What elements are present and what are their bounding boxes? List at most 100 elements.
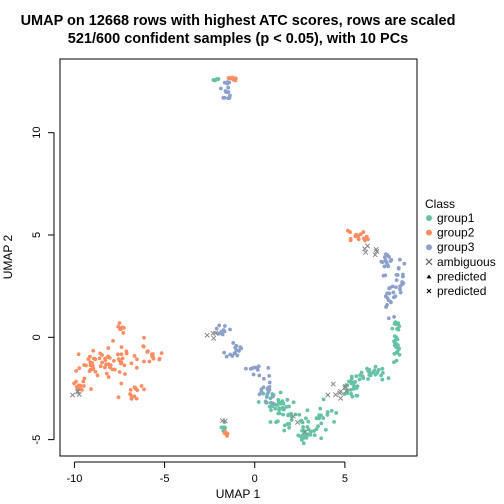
data-point-group2 <box>128 392 133 396</box>
data-point-group2 <box>141 344 146 349</box>
data-point-ambiguous <box>333 392 339 398</box>
data-point-group1 <box>304 435 309 440</box>
legend-entry-group2: group2 <box>426 226 475 240</box>
data-point-group1 <box>392 360 396 365</box>
data-point-group3 <box>394 285 398 290</box>
data-point-group1 <box>281 407 286 412</box>
data-point-group1 <box>332 419 336 424</box>
legend-entry-predicted: predicted <box>426 269 486 283</box>
data-point-group1 <box>394 342 399 346</box>
data-point-group1 <box>278 390 283 395</box>
data-point-group1 <box>280 399 285 404</box>
data-point-group2 <box>120 356 125 361</box>
data-point-group3 <box>394 278 399 283</box>
y-tick-label: 5 <box>31 232 43 238</box>
data-point-group2 <box>150 352 155 356</box>
data-point-group3 <box>383 294 388 299</box>
data-point-group1 <box>273 406 278 411</box>
data-point-group1 <box>319 421 324 426</box>
data-point-group1 <box>282 423 287 428</box>
data-point-group1 <box>386 376 391 380</box>
data-point-group1 <box>355 384 360 389</box>
data-point-group2 <box>228 76 233 81</box>
data-point-group3 <box>391 290 396 295</box>
data-point-group1 <box>287 421 292 426</box>
series-group2 <box>72 75 370 438</box>
data-point-group2 <box>134 396 139 401</box>
y-tick-label: 0 <box>31 334 43 340</box>
data-point-group3 <box>385 303 389 307</box>
x-tick-label: 5 <box>342 473 348 485</box>
y-tick-label: -5 <box>31 435 43 445</box>
legend-symbol-triangle <box>426 274 432 279</box>
data-point-group2 <box>358 232 363 237</box>
data-point-group2 <box>121 331 126 335</box>
data-point-group3 <box>228 327 232 332</box>
data-point-group2 <box>102 365 107 370</box>
data-point-group3 <box>231 341 236 345</box>
data-point-group1 <box>287 404 291 409</box>
data-point-group1 <box>323 427 328 432</box>
data-point-group2 <box>93 369 98 374</box>
data-point-group2 <box>74 384 79 389</box>
data-point-group2 <box>111 338 115 343</box>
data-point-group1 <box>392 334 397 339</box>
data-point-group1 <box>287 425 292 430</box>
data-point-ambiguous <box>290 413 296 419</box>
data-point-group3 <box>400 280 405 284</box>
data-point-group1 <box>321 416 326 421</box>
data-point-ambiguous <box>338 395 344 401</box>
data-point-group1 <box>318 406 323 411</box>
data-point-group3 <box>214 326 219 331</box>
data-point-group3 <box>257 373 262 378</box>
data-point-group1 <box>393 322 398 327</box>
data-point-group2 <box>91 348 96 353</box>
data-point-group2 <box>116 395 121 400</box>
data-point-ambiguous <box>364 243 371 249</box>
chart-title-line-1: UMAP on 12668 rows with highest ATC scor… <box>21 13 456 29</box>
data-point-group3 <box>398 287 402 292</box>
data-point-group2 <box>106 375 111 379</box>
data-point-group1 <box>285 397 290 402</box>
y-tick-label: 10 <box>31 127 43 139</box>
x-tick-label: -10 <box>66 473 82 485</box>
data-point-group1 <box>366 377 370 381</box>
data-point-group2 <box>159 351 164 356</box>
data-point-group2 <box>119 381 124 386</box>
data-point-group3 <box>402 261 407 266</box>
data-point-group2 <box>116 357 121 361</box>
data-point-ambiguous <box>219 418 225 424</box>
data-point-group1 <box>303 416 308 421</box>
data-point-group1 <box>325 413 330 417</box>
data-point-group1 <box>369 371 373 376</box>
data-point-group2 <box>82 384 86 388</box>
series-group1 <box>211 77 402 446</box>
data-point-group3 <box>217 323 222 328</box>
data-point-ambiguous <box>373 246 379 252</box>
data-point-group3 <box>230 354 235 358</box>
data-point-group3 <box>222 329 227 334</box>
data-point-group3 <box>233 351 238 356</box>
data-point-group1 <box>390 326 395 331</box>
data-point-group3 <box>390 284 395 289</box>
legend-title: Class <box>425 197 455 211</box>
data-point-group1 <box>312 428 316 433</box>
data-point-group1 <box>291 400 296 405</box>
data-point-ambiguous <box>372 252 378 258</box>
data-point-group3 <box>221 95 226 100</box>
data-point-group2 <box>74 368 79 373</box>
data-point-group1 <box>299 437 304 442</box>
data-point-group1 <box>276 397 281 402</box>
legend-label: group2 <box>437 226 475 240</box>
data-point-group1 <box>278 401 283 406</box>
data-point-group1 <box>211 78 216 82</box>
data-point-group2 <box>142 387 146 392</box>
legend-entry-group1: group1 <box>426 211 475 225</box>
data-point-group3 <box>238 345 243 350</box>
data-point-ambiguous <box>330 381 336 387</box>
x-axis-label: UMAP 1 <box>216 487 261 501</box>
data-point-ambiguous <box>75 389 81 395</box>
data-point-group1 <box>319 413 323 418</box>
data-point-group3 <box>389 257 394 262</box>
